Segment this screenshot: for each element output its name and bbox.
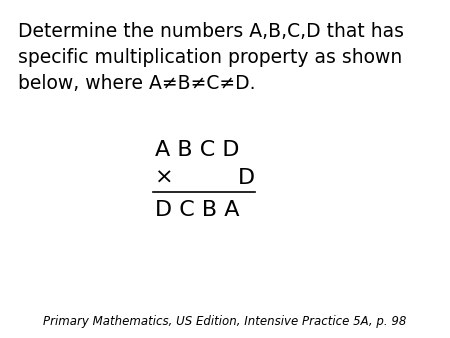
Text: D: D xyxy=(238,168,255,188)
Text: below, where A≠B≠C≠D.: below, where A≠B≠C≠D. xyxy=(18,74,256,93)
Text: Primary Mathematics, US Edition, Intensive Practice 5A, p. 98: Primary Mathematics, US Edition, Intensi… xyxy=(43,315,407,328)
Text: D C B A: D C B A xyxy=(155,200,239,220)
Text: ×: × xyxy=(155,168,174,188)
Text: A B C D: A B C D xyxy=(155,140,239,160)
Text: specific multiplication property as shown: specific multiplication property as show… xyxy=(18,48,402,67)
Text: Determine the numbers A,B,C,D that has: Determine the numbers A,B,C,D that has xyxy=(18,22,404,41)
